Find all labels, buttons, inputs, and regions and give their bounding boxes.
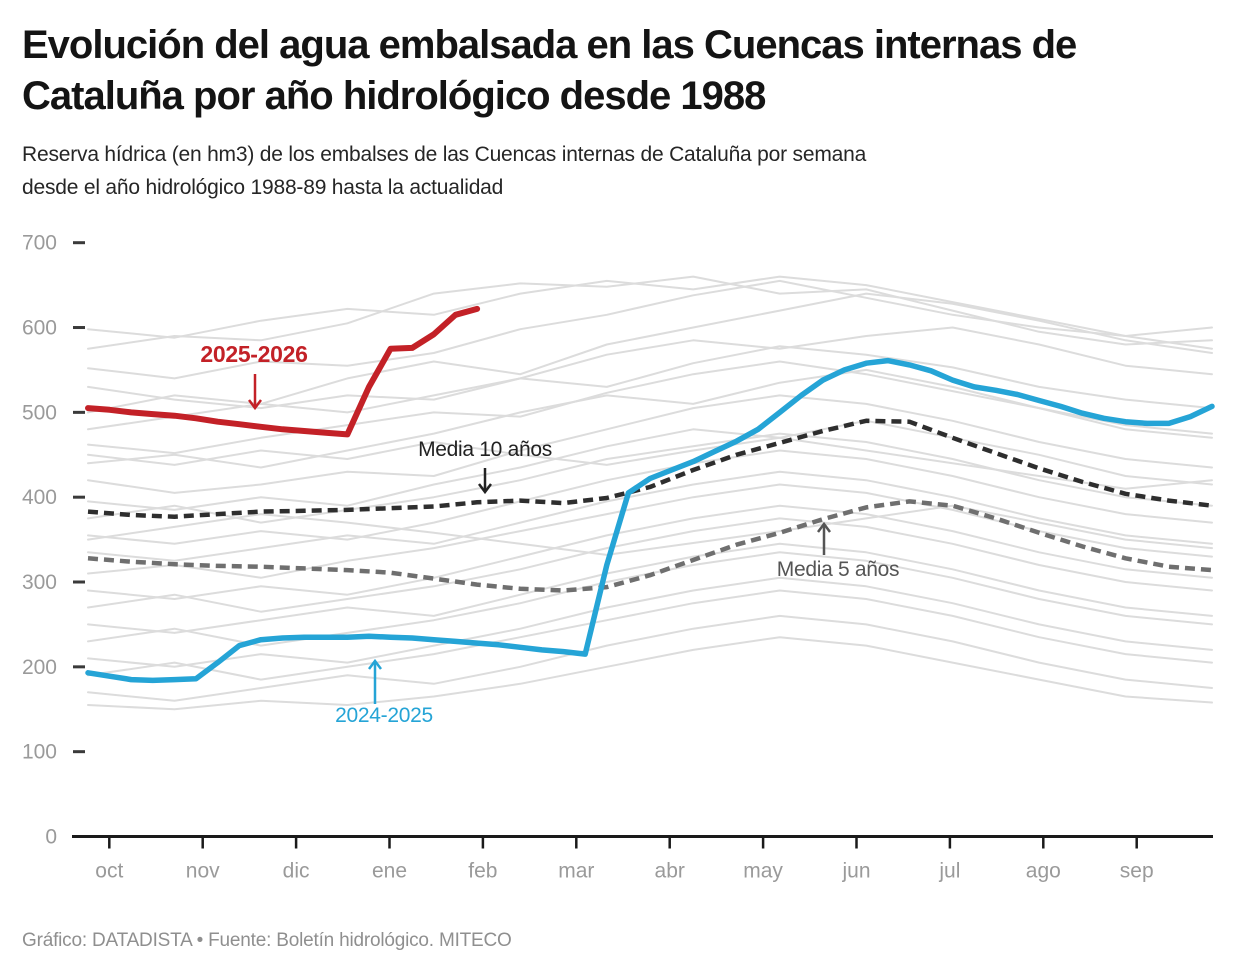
x-axis-month-label: nov bbox=[186, 860, 220, 883]
background-year-line bbox=[87, 504, 1213, 600]
annotation-label-2024-2025: 2024-2025 bbox=[335, 704, 433, 727]
x-axis-month-label: feb bbox=[468, 860, 497, 883]
background-year-line bbox=[87, 542, 1213, 634]
annotation-media5: Media 5 años bbox=[777, 521, 900, 581]
annotation-media10: Media 10 años bbox=[418, 438, 552, 495]
background-year-line bbox=[87, 576, 1213, 668]
arrow-head-up-icon bbox=[368, 658, 382, 670]
x-axis-month-label: jun bbox=[841, 860, 870, 883]
background-year-line bbox=[87, 436, 1213, 490]
background-year-line bbox=[87, 368, 1213, 469]
subtitle-line-2: desde el año hidrológico 1988-89 hasta l… bbox=[22, 176, 504, 200]
title-line-1: Evolución del agua embalsada en las Cuen… bbox=[22, 23, 1077, 67]
y-axis-tick-label: 100 bbox=[22, 741, 57, 764]
x-axis-month-label: mar bbox=[558, 860, 594, 883]
page-title: Evolución del agua embalsada en las Cuen… bbox=[22, 20, 1212, 122]
y-axis-tick-label: 500 bbox=[22, 401, 57, 424]
y-axis-tick-label: 700 bbox=[22, 232, 57, 255]
arrow-head-down-icon bbox=[478, 483, 492, 495]
x-axis-month-label: ago bbox=[1026, 860, 1061, 883]
source-credit: Gráfico: DATADISTA • Fuente: Boletín hid… bbox=[22, 930, 512, 951]
x-axis-month-label: abr bbox=[655, 860, 685, 883]
x-axis-month-label: ene bbox=[372, 860, 407, 883]
x-axis-month-label: oct bbox=[95, 860, 123, 883]
chart-subtitle: Reserva hídrica (en hm3) de los embalses… bbox=[22, 138, 1212, 205]
series-line-2025-2026 bbox=[85, 305, 481, 438]
series-line-2024-2025 bbox=[85, 357, 1215, 684]
annotation-current-year: 2025-2026 bbox=[200, 341, 308, 411]
background-year-line bbox=[87, 504, 1213, 556]
y-axis-tick-label: 600 bbox=[22, 317, 57, 340]
subtitle-line-1: Reserva hídrica (en hm3) de los embalses… bbox=[22, 142, 867, 166]
series-line-media-5-años bbox=[87, 499, 1213, 593]
background-year-line bbox=[87, 292, 1213, 414]
y-axis-tick-label: 400 bbox=[22, 486, 57, 509]
line-chart-canvas: 0 100 200 300 400 500 600 700 oct nov dic ene feb mar… bbox=[22, 232, 1215, 883]
y-axis-tick-label: 200 bbox=[22, 656, 57, 679]
axes: 0 100 200 300 400 500 600 700 oct nov dic ene feb mar… bbox=[22, 232, 1213, 883]
x-axis-month-label: may bbox=[743, 860, 783, 883]
arrow-head-down-icon bbox=[248, 399, 262, 411]
x-axis-month-label: sep bbox=[1120, 860, 1154, 883]
background-year-line bbox=[87, 394, 1213, 494]
annotation-label-media-5: Media 5 años bbox=[777, 558, 899, 581]
chart-header: Evolución del agua embalsada en las Cuen… bbox=[22, 20, 1212, 205]
background-year-lines bbox=[87, 275, 1213, 711]
background-year-line bbox=[87, 517, 1213, 613]
background-year-line bbox=[87, 432, 1213, 524]
background-year-line bbox=[87, 345, 1213, 431]
annotation-label-2025-2026: 2025-2026 bbox=[200, 341, 307, 367]
background-year-line bbox=[87, 483, 1213, 579]
background-year-line bbox=[87, 470, 1213, 562]
arrow-head-up-icon bbox=[817, 521, 831, 533]
background-year-line bbox=[87, 589, 1213, 681]
y-axis-tick-label: 0 bbox=[45, 826, 57, 849]
y-axis-tick-label: 300 bbox=[22, 571, 57, 594]
series-line-media-10-años bbox=[87, 418, 1213, 519]
background-year-line bbox=[87, 449, 1213, 545]
series-lines bbox=[85, 305, 1215, 684]
background-year-line bbox=[87, 279, 1213, 380]
title-line-2: Cataluña por año hidrológico desde 1988 bbox=[22, 73, 766, 118]
background-year-line bbox=[87, 614, 1213, 702]
x-axis-month-label: dic bbox=[283, 860, 310, 883]
background-year-line bbox=[87, 419, 1213, 511]
x-axis-month-label: jul bbox=[938, 860, 960, 883]
background-year-line bbox=[87, 636, 1213, 711]
background-year-line bbox=[87, 275, 1213, 339]
background-year-line bbox=[87, 275, 1213, 350]
annotation-label-media-10: Media 10 años bbox=[418, 438, 552, 461]
annotation-previous-year: 2024-2025 bbox=[335, 658, 433, 727]
